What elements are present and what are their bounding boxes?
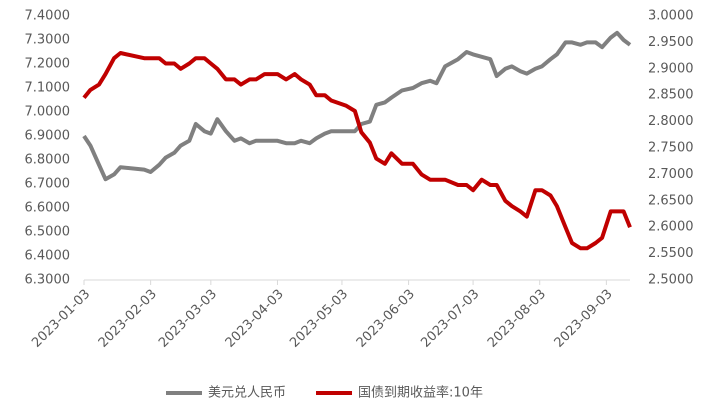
y2-tick-label: 2.6000 bbox=[648, 220, 694, 235]
y-tick-label: 7.1000 bbox=[25, 81, 71, 96]
y2-tick-label: 2.8500 bbox=[648, 88, 694, 103]
y-tick-label: 6.3000 bbox=[25, 273, 71, 288]
y2-tick-label: 3.0000 bbox=[648, 9, 694, 24]
legend-label: 美元兑人民币 bbox=[208, 386, 286, 401]
series-line bbox=[82, 30, 632, 182]
series-line bbox=[82, 51, 632, 251]
y2-tick-label: 2.7500 bbox=[648, 141, 694, 156]
y2-tick-label: 2.7000 bbox=[648, 167, 694, 182]
y2-tick-label: 2.6500 bbox=[648, 193, 694, 208]
y2-tick-label: 2.5500 bbox=[648, 246, 694, 261]
x-tick-label: 2023-04-03 bbox=[223, 287, 287, 351]
y-tick-label: 7.0000 bbox=[25, 105, 71, 120]
y-tick-label: 6.5000 bbox=[25, 225, 71, 240]
x-tick-label: 2023-06-03 bbox=[354, 287, 418, 351]
y2-tick-label: 2.8000 bbox=[648, 114, 694, 129]
y-tick-label: 7.4000 bbox=[25, 9, 71, 24]
x-tick-label: 2023-05-03 bbox=[287, 287, 351, 351]
x-tick-label: 2023-02-03 bbox=[96, 287, 160, 351]
y2-tick-label: 2.5000 bbox=[648, 273, 694, 288]
x-tick-label: 2023-08-03 bbox=[485, 287, 549, 351]
y2-tick-label: 2.9500 bbox=[648, 35, 694, 50]
y-tick-label: 6.7000 bbox=[25, 177, 71, 192]
x-tick-label: 2023-03-03 bbox=[156, 287, 220, 351]
legend-label: 国债到期收益率:10年 bbox=[358, 385, 483, 401]
y2-tick-label: 2.9000 bbox=[648, 61, 694, 76]
y-tick-label: 7.2000 bbox=[25, 57, 71, 72]
x-tick-label: 2023-09-03 bbox=[552, 287, 616, 351]
x-tick-label: 2023-07-03 bbox=[418, 287, 482, 351]
y-tick-label: 6.8000 bbox=[25, 153, 71, 168]
x-tick-label: 2023-01-03 bbox=[29, 287, 93, 351]
y-tick-label: 6.4000 bbox=[25, 249, 71, 264]
y-tick-label: 7.3000 bbox=[25, 33, 71, 48]
y-tick-label: 6.9000 bbox=[25, 129, 71, 144]
y-tick-label: 6.6000 bbox=[25, 201, 71, 216]
